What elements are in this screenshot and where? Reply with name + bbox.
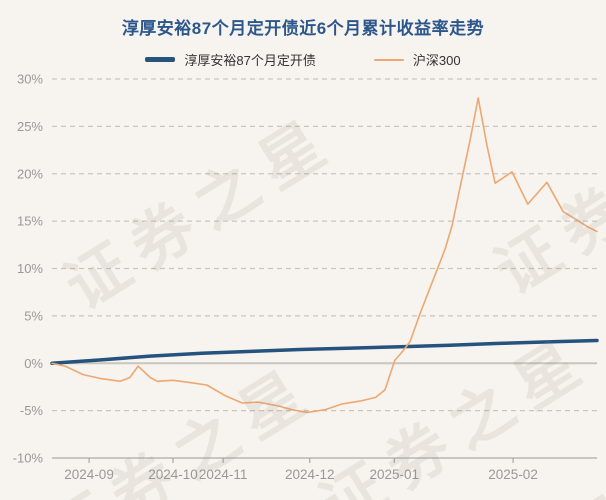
- y-axis-label: 25%: [17, 119, 43, 134]
- x-axis-label: 2024-12: [285, 467, 335, 482]
- y-axis-label: 30%: [17, 72, 43, 87]
- legend-label-fund: 淳厚安裕87个月定开债: [184, 53, 316, 68]
- x-axis-label: 2024-09: [64, 467, 114, 482]
- y-axis-label: 0%: [24, 356, 43, 371]
- legend-swatch-csi300-line: [373, 58, 404, 61]
- chart-title: 淳厚安裕87个月定开债近6个月累计收益率走势: [121, 19, 485, 38]
- x-axis-label: 2025-02: [488, 467, 538, 482]
- y-axis-label: 15%: [17, 214, 43, 229]
- x-axis-label: 2024-10: [148, 467, 198, 482]
- x-axis-label: 2025-01: [369, 467, 419, 482]
- y-axis-label: 20%: [17, 166, 43, 181]
- y-axis-label: 5%: [24, 308, 43, 323]
- x-axis-label: 2024-11: [199, 467, 248, 482]
- legend-swatch-fund-line: [145, 57, 176, 62]
- y-axis-label: -10%: [13, 451, 44, 466]
- series-line-csi300: [51, 97, 598, 414]
- legend-item-csi300[interactable]: 沪深300: [373, 50, 461, 69]
- y-axis-label: 10%: [17, 261, 43, 276]
- legend-label-csi300: 沪深300: [412, 53, 461, 68]
- legend-item-fund[interactable]: 淳厚安裕87个月定开债: [145, 50, 316, 69]
- series-line-fund: [50, 338, 599, 366]
- y-axis-label: -5%: [20, 403, 44, 418]
- legend: 淳厚安裕87个月定开债 沪深300: [0, 50, 606, 69]
